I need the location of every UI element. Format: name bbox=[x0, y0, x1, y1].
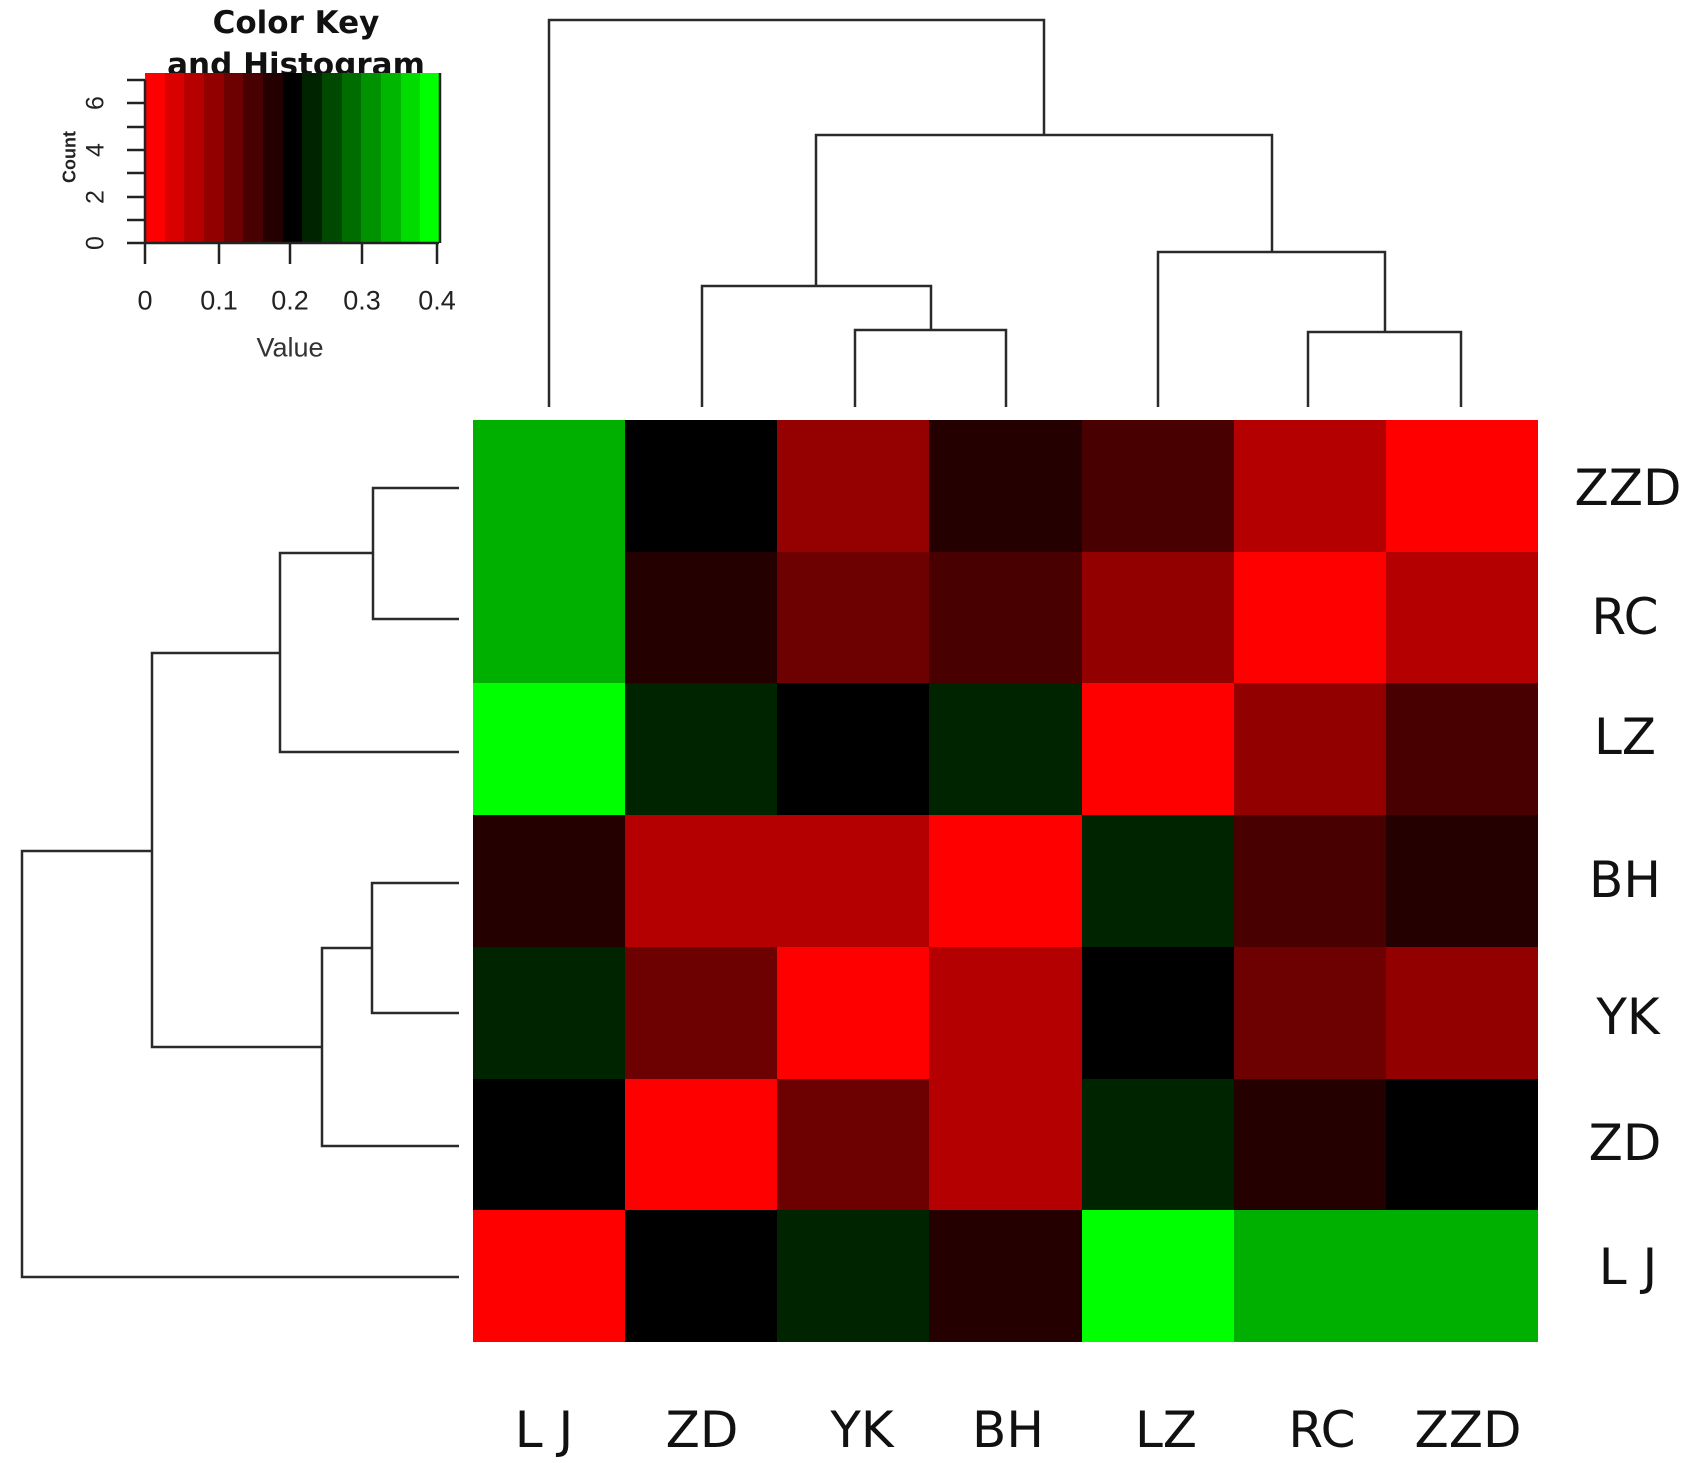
heatmap-cell bbox=[473, 420, 626, 552]
col-label-bh: BH bbox=[972, 1401, 1044, 1459]
row-label-yk: YK bbox=[1596, 988, 1660, 1046]
key-xtick-0: 0 bbox=[137, 285, 153, 316]
key-xlabel: Value bbox=[256, 332, 324, 363]
heatmap-cell bbox=[777, 551, 930, 684]
heatmap-cell bbox=[929, 1078, 1082, 1211]
heatmap-cell bbox=[1081, 946, 1234, 1079]
heatmap-cell bbox=[1385, 551, 1538, 684]
key-xtick-0.3: 0.3 bbox=[343, 285, 381, 316]
heatmap-cell bbox=[929, 551, 1082, 684]
color-key-band bbox=[381, 73, 401, 243]
key-xtick-0.1: 0.1 bbox=[200, 285, 238, 316]
heatmap-cell bbox=[473, 946, 626, 1079]
heatmap-grid bbox=[473, 420, 1538, 1342]
heatmap-cell bbox=[1385, 815, 1538, 947]
heatmap-cell bbox=[1233, 815, 1386, 947]
color-key-band bbox=[282, 73, 303, 243]
color-key-band bbox=[145, 73, 165, 243]
heatmap-cell bbox=[473, 815, 626, 947]
color-key-band bbox=[361, 73, 382, 243]
row-label-bh: BH bbox=[1589, 851, 1661, 909]
row-label-rc: RC bbox=[1591, 588, 1659, 646]
col-label-lz: LZ bbox=[1134, 1401, 1198, 1459]
heatmap-cell bbox=[625, 683, 778, 816]
heatmap-cell bbox=[473, 1078, 626, 1211]
row-label-zd: ZD bbox=[1588, 1114, 1662, 1172]
color-key-axes bbox=[127, 73, 442, 264]
color-key-band bbox=[243, 73, 264, 243]
heatmap-cell bbox=[1081, 1210, 1234, 1342]
heatmap-cell bbox=[1081, 1078, 1234, 1211]
heatmap-cell bbox=[1233, 551, 1386, 684]
heatmap-cell bbox=[1385, 946, 1538, 1079]
color-key-band bbox=[204, 73, 224, 243]
col-label-yk: YK bbox=[830, 1401, 894, 1459]
heatmap-cell bbox=[777, 815, 930, 947]
heatmap-cell bbox=[1385, 1078, 1538, 1211]
heatmap-cell bbox=[473, 683, 626, 816]
heatmap-cell bbox=[777, 1210, 930, 1342]
color-key-band bbox=[420, 73, 441, 243]
heatmap-cell bbox=[1233, 946, 1386, 1079]
heatmap-cell bbox=[929, 683, 1082, 816]
col-label-zzd: ZZD bbox=[1414, 1401, 1522, 1459]
heatmap-cell bbox=[1385, 1210, 1538, 1342]
heatmap-cell bbox=[1385, 420, 1538, 552]
heatmap-cell bbox=[473, 551, 626, 684]
color-key-bar bbox=[145, 73, 441, 243]
heatmap-cell bbox=[929, 946, 1082, 1079]
row-label-zzd: ZZD bbox=[1574, 459, 1682, 517]
heatmap-cell bbox=[625, 946, 778, 1079]
heatmap-cell bbox=[1081, 551, 1234, 684]
heatmap-cell bbox=[625, 1078, 778, 1211]
heatmap-cell bbox=[929, 815, 1082, 947]
heatmap-cell bbox=[1233, 683, 1386, 816]
heatmap-cell bbox=[1081, 420, 1234, 552]
heatmap-cell bbox=[1081, 815, 1234, 947]
heatmap-cell bbox=[929, 1210, 1082, 1342]
heatmap-cell bbox=[777, 420, 930, 552]
color-key-band bbox=[322, 73, 342, 243]
heatmap-cell bbox=[1233, 420, 1386, 552]
color-key-band bbox=[302, 73, 323, 243]
heatmap-cell bbox=[625, 815, 778, 947]
heatmap-cell bbox=[473, 1210, 626, 1342]
heatmap-cell bbox=[625, 420, 778, 552]
row-label-lj: L J bbox=[1598, 1238, 1658, 1296]
heatmap-cell bbox=[1233, 1210, 1386, 1342]
heatmap-cell bbox=[1233, 1078, 1386, 1211]
key-xtick-0.4: 0.4 bbox=[418, 285, 456, 316]
color-key-band bbox=[184, 73, 205, 243]
row-dendrogram bbox=[20, 486, 459, 1279]
heatmap-cell bbox=[929, 420, 1082, 552]
heatmap-cell bbox=[777, 1078, 930, 1211]
heatmap-cell bbox=[625, 1210, 778, 1342]
color-key-band bbox=[164, 73, 185, 243]
color-key-band bbox=[400, 73, 421, 243]
heatmap-cell bbox=[1081, 683, 1234, 816]
color-key-band bbox=[223, 73, 244, 243]
color-key-title-line1: Color Key bbox=[212, 5, 380, 41]
heatmap-cell bbox=[625, 551, 778, 684]
heatmap-cell bbox=[777, 683, 930, 816]
row-label-lz: LZ bbox=[1593, 708, 1657, 766]
column-dendrogram bbox=[547, 18, 1463, 407]
col-label-lj: L J bbox=[514, 1401, 574, 1459]
col-label-zd: ZD bbox=[665, 1401, 739, 1459]
color-key-band bbox=[341, 73, 362, 243]
col-label-rc: RC bbox=[1288, 1401, 1356, 1459]
heatmap-cell bbox=[1385, 683, 1538, 816]
color-key-band bbox=[263, 73, 283, 243]
key-xtick-0.2: 0.2 bbox=[271, 285, 309, 316]
heatmap-cell bbox=[777, 946, 930, 1079]
